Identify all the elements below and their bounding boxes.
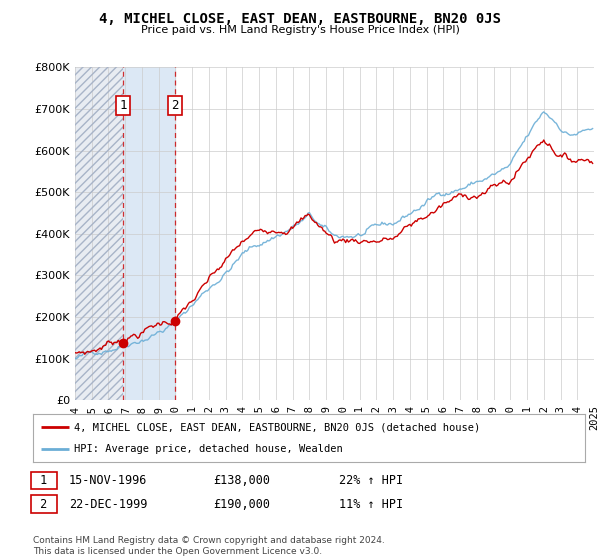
- Text: £138,000: £138,000: [213, 474, 270, 487]
- Text: 2: 2: [33, 497, 55, 511]
- Text: 15-NOV-1996: 15-NOV-1996: [69, 474, 148, 487]
- Bar: [75, 67, 123, 400]
- Text: 1: 1: [33, 474, 55, 487]
- Text: 22% ↑ HPI: 22% ↑ HPI: [339, 474, 403, 487]
- Text: 2: 2: [171, 99, 179, 112]
- Text: 4, MICHEL CLOSE, EAST DEAN, EASTBOURNE, BN20 0JS (detached house): 4, MICHEL CLOSE, EAST DEAN, EASTBOURNE, …: [74, 422, 481, 432]
- Text: 4, MICHEL CLOSE, EAST DEAN, EASTBOURNE, BN20 0JS: 4, MICHEL CLOSE, EAST DEAN, EASTBOURNE, …: [99, 12, 501, 26]
- Bar: [123, 67, 175, 400]
- Text: HPI: Average price, detached house, Wealden: HPI: Average price, detached house, Weal…: [74, 444, 343, 454]
- Text: £190,000: £190,000: [213, 497, 270, 511]
- Text: Price paid vs. HM Land Registry's House Price Index (HPI): Price paid vs. HM Land Registry's House …: [140, 25, 460, 35]
- Text: 11% ↑ HPI: 11% ↑ HPI: [339, 497, 403, 511]
- Text: 22-DEC-1999: 22-DEC-1999: [69, 497, 148, 511]
- Text: Contains HM Land Registry data © Crown copyright and database right 2024.
This d: Contains HM Land Registry data © Crown c…: [33, 536, 385, 556]
- Text: 1: 1: [119, 99, 127, 112]
- Bar: [75, 67, 123, 400]
